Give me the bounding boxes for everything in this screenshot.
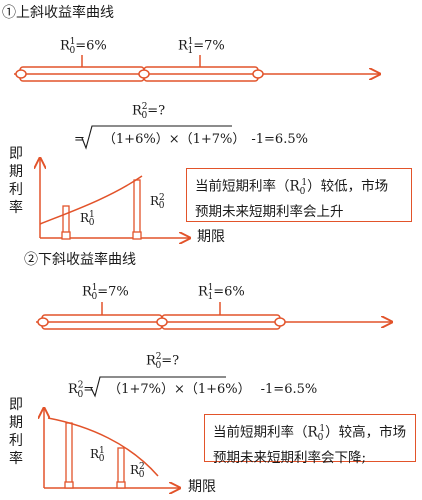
formula-1: = （1+6%）×（1+7%） -1=6.5%	[74, 132, 308, 147]
formula-2-body: （1+7%）×（1+6%）	[108, 382, 251, 397]
time-node-2	[252, 69, 264, 79]
r01-label-chart-1: R10	[80, 210, 95, 229]
r02-label-chart-2: R20	[130, 462, 145, 481]
note-2-line-2: 预期未来短期利率会下降;	[213, 450, 367, 467]
forward-rate-question-1: R20=?	[132, 102, 166, 121]
x-axis-label-1: 期限	[197, 229, 225, 245]
rate-r0-value-1: =6%	[75, 38, 107, 54]
note-box-1: 当前短期利率（R01）较低，市场 预期未来短期利率会上升	[186, 168, 412, 222]
r02-bar-1	[133, 179, 141, 237]
rate-r1-value-2: =6%	[213, 284, 245, 300]
timeline-2	[36, 302, 392, 330]
time-node-0	[15, 69, 27, 79]
note-box-2: 当前短期利率（R01）较高，市场 预期未来短期利率会下降;	[204, 414, 416, 466]
downward-yield-curve	[47, 417, 159, 477]
y-axis-label-2: 即期利率	[9, 397, 23, 467]
section-2-title: ②下斜收益率曲线	[24, 252, 136, 268]
forward-rate-question-2: R20=?	[146, 352, 180, 371]
rate-r0-label-2: R10=7%	[82, 283, 129, 302]
forward-rate-eq-1: =?	[147, 103, 166, 119]
time-node-1	[138, 69, 150, 79]
note-2-line-1: 当前短期利率（R01）较高，市场	[213, 424, 407, 444]
formula-2-tail: -1=6.5%	[260, 382, 318, 397]
rate-r1-value-1: =7%	[193, 38, 225, 54]
upward-yield-curve	[39, 175, 143, 225]
formula-2: R20= （1+7%）×（1+6%） -1=6.5%	[68, 380, 318, 400]
rate-r1-label-1: R11=7%	[178, 37, 225, 56]
section-1-title: ①上斜收益率曲线	[2, 5, 114, 21]
forward-rate-eq-2: =?	[161, 353, 180, 369]
note-1-line-1: 当前短期利率（R01）较低，市场	[195, 178, 389, 198]
sqrt-sign-2	[90, 376, 226, 398]
chart-2	[44, 408, 180, 488]
formula-1-body: （1+6%）×（1+7%）	[102, 132, 246, 147]
y-axis-label-1: 即期利率	[9, 146, 23, 216]
rate-r0-value-2: =7%	[97, 284, 129, 300]
x-axis-label-2: 期限	[188, 479, 216, 495]
timeline-1	[14, 55, 380, 82]
chart-1	[40, 158, 190, 239]
sqrt-sign-1	[81, 125, 232, 150]
r02-label-chart-1: R20	[150, 193, 165, 212]
note-1-line-2: 预期未来短期利率会上升	[195, 204, 344, 221]
formula-1-tail: -1=6.5%	[251, 132, 308, 147]
r01-label-chart-2: R10	[90, 446, 105, 465]
rate-r1-label-2: R11=6%	[198, 283, 245, 302]
rate-r0-label-1: R10=6%	[60, 37, 107, 56]
